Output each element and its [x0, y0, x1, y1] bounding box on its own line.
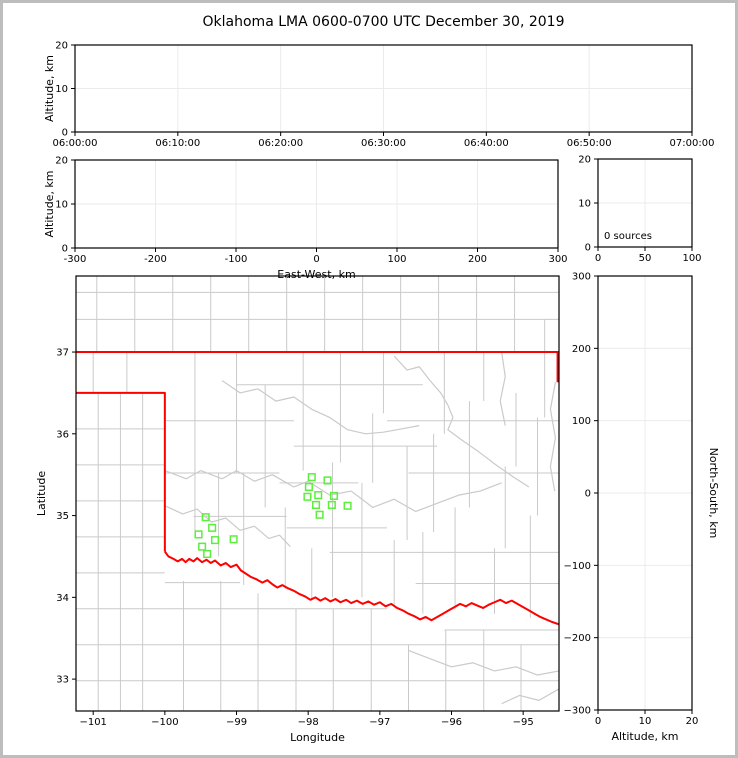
oklahoma-state-border — [76, 391, 166, 552]
lightning-source-marker — [327, 500, 336, 509]
map-panel-border — [75, 275, 560, 712]
map-panel-y-tick-label: 35 — [56, 511, 69, 522]
ns-altitude-panel-x-tick-label: 20 — [686, 716, 699, 727]
time-altitude-panel-x-tick-label: 06:40:00 — [464, 138, 509, 149]
lightning-source-marker — [229, 535, 238, 544]
map-panel-x-tick-label: −99 — [226, 717, 247, 728]
lightning-source-marker — [201, 513, 210, 522]
lightning-source-marker — [314, 491, 323, 500]
time-altitude-panel-y-tick-label: 20 — [55, 41, 68, 52]
figure-title: Oklahoma LMA 0600-0700 UTC December 30, … — [202, 14, 565, 30]
lightning-source-marker — [343, 501, 352, 510]
plot-canvas: 06:00:00 06:10:00 06:20:00 06:30:00 06:40:00… — [35, 41, 720, 745]
map-panel-y-axis-label: Latitude — [35, 471, 48, 517]
ew-altitude-panel-x-axis-label: East-West, km — [277, 268, 355, 281]
ns-altitude-panel-y-tick-label: 0 — [585, 489, 591, 500]
map-panel-y-tick-label: 34 — [56, 593, 69, 604]
sources-histogram-panel-annotation: 0 sources — [604, 231, 652, 242]
ew-altitude-panel-x-tick-label: 0 — [313, 254, 319, 265]
time-altitude-panel-y-tick-label: 10 — [55, 84, 68, 95]
ew-altitude-panel-y-tick-label: 10 — [55, 200, 68, 211]
ns-altitude-panel-y-tick-label: 300 — [572, 272, 591, 283]
lightning-source-marker — [304, 482, 313, 492]
ns-altitude-panel-x-tick-label: 0 — [595, 716, 601, 727]
sources-histogram-panel-x-tick-label: 0 — [595, 253, 601, 264]
map-panel-y-tick-label: 33 — [56, 675, 69, 686]
map-panel-x-tick-label: −97 — [369, 717, 390, 728]
river-line — [221, 380, 420, 435]
ns-altitude-panel-x-tick-label: 10 — [639, 716, 652, 727]
lightning-source-marker — [307, 473, 316, 482]
ew-altitude-panel-x-tick-label: -100 — [225, 254, 248, 265]
map-panel-x-axis-label: Longitude — [290, 731, 345, 744]
time-altitude-panel-x-tick-label: 06:30:00 — [361, 138, 406, 149]
lightning-source-marker — [323, 476, 332, 485]
ns-altitude-panel-y-axis-label-right: North-South, km — [707, 448, 720, 539]
lightning-source-marker — [208, 523, 217, 532]
ns-altitude-panel-y-tick-label: −300 — [564, 706, 591, 717]
lightning-source-marker — [312, 500, 321, 509]
lightning-source-marker — [210, 536, 220, 545]
time-altitude-panel-x-tick-label: 06:00:00 — [53, 138, 98, 149]
ew-altitude-panel-x-tick-label: -300 — [64, 254, 87, 265]
ns-altitude-panel-y-tick-label: 100 — [572, 416, 591, 427]
oklahoma-state-border — [164, 550, 560, 626]
sources-histogram-panel-x-tick-label: 50 — [639, 253, 652, 264]
river-line — [549, 382, 557, 492]
time-altitude-panel-x-tick-label: 07:00:00 — [670, 138, 715, 149]
map-panel-y-tick-label: 36 — [56, 429, 69, 440]
lightning-source-marker — [194, 530, 203, 539]
map-panel-x-tick-label: −95 — [513, 717, 534, 728]
map-panel-x-tick-label: −96 — [441, 717, 462, 728]
ns-altitude-panel-x-axis-label: Altitude, km — [611, 730, 678, 743]
ns-altitude-panel-y-tick-label: 200 — [572, 344, 591, 355]
river-line — [393, 355, 530, 488]
map-panel-y-tick-label: 37 — [56, 348, 69, 359]
ew-altitude-panel-y-axis-label: Altitude, km — [43, 170, 56, 237]
ew-altitude-panel-x-tick-label: 200 — [468, 254, 487, 265]
ns-altitude-panel-y-tick-label: −100 — [564, 561, 591, 572]
sources-histogram-panel-x-tick-label: 100 — [682, 253, 701, 264]
ns-altitude-panel-y-tick-label: −200 — [564, 633, 591, 644]
time-altitude-panel-x-tick-label: 06:10:00 — [155, 138, 200, 149]
lightning-source-marker — [198, 542, 207, 551]
ew-altitude-panel-y-tick-label: 0 — [62, 244, 68, 255]
river-line — [408, 649, 560, 676]
river-line — [499, 351, 506, 426]
sources-histogram-panel-y-tick-label: 20 — [578, 155, 591, 166]
ew-altitude-panel-x-tick-label: 100 — [387, 254, 406, 265]
lightning-source-marker — [203, 549, 212, 559]
sources-histogram-panel-y-tick-label: 10 — [578, 199, 591, 210]
lightning-source-marker — [303, 492, 312, 501]
river-line — [164, 470, 502, 513]
lightning-source-marker — [315, 510, 324, 519]
time-altitude-panel-x-tick-label: 06:20:00 — [258, 138, 303, 149]
ew-altitude-panel-x-tick-label: 300 — [548, 254, 567, 265]
river-line — [164, 505, 291, 548]
sources-histogram-panel-y-tick-label: 0 — [585, 243, 591, 254]
map-panel-x-tick-label: −98 — [298, 717, 319, 728]
time-altitude-panel-x-tick-label: 06:50:00 — [567, 138, 612, 149]
map-panel-x-tick-label: −101 — [79, 717, 106, 728]
ew-altitude-panel-x-tick-label: -200 — [144, 254, 167, 265]
ew-altitude-panel-y-tick-label: 20 — [55, 156, 68, 167]
lightning-source-marker — [329, 491, 339, 501]
river-line — [501, 688, 560, 705]
time-altitude-panel-y-axis-label: Altitude, km — [43, 55, 56, 122]
time-altitude-panel-y-tick-label: 0 — [62, 128, 68, 139]
map-panel-x-tick-label: −100 — [151, 717, 178, 728]
